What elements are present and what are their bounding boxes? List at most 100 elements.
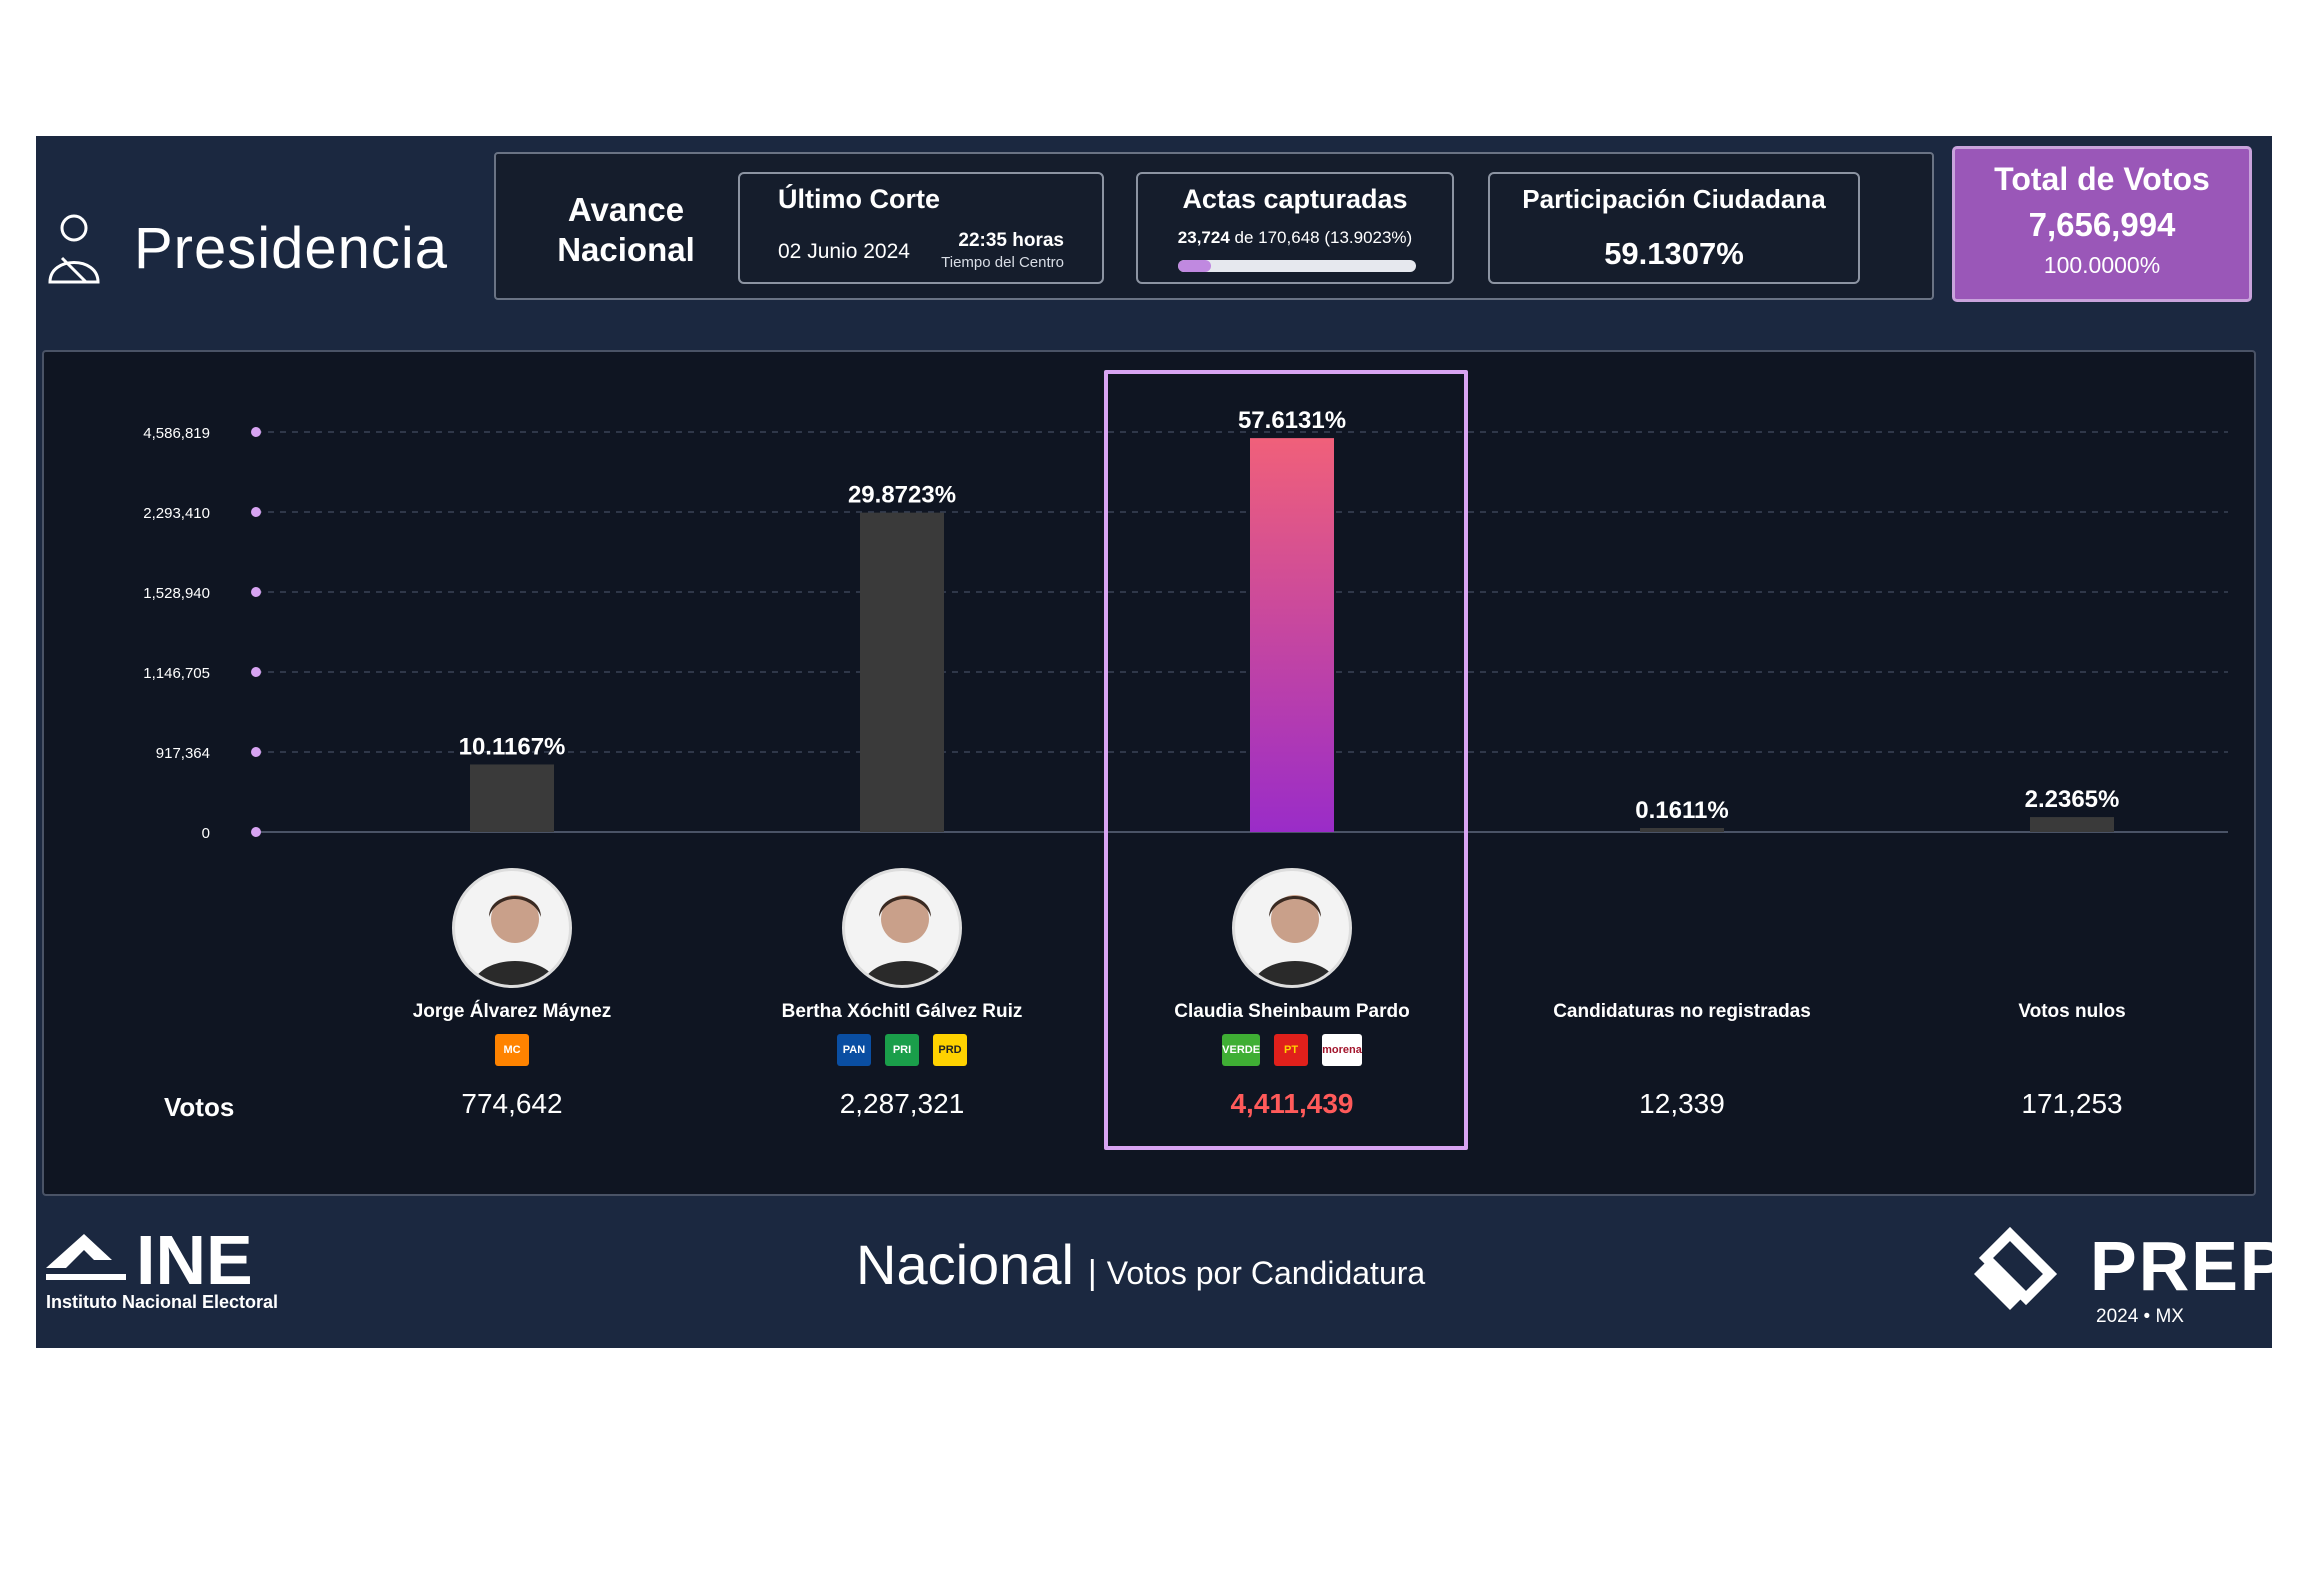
y-tick-label: 1,146,705	[143, 665, 210, 682]
candidate-avatar	[452, 868, 572, 988]
party-logo-icon: PT	[1274, 1034, 1309, 1066]
candidate-column: Claudia Sheinbaum Pardo VERDE PT morena 4,41…	[1122, 352, 1462, 1198]
prep-year: 2024 • MX	[2096, 1306, 2184, 1327]
party-logo-label: MC	[503, 1044, 521, 1056]
stats-bar: Avance Nacional Último Corte 02 Junio 20…	[494, 152, 1934, 300]
party-logo-label: PRI	[892, 1044, 912, 1056]
candidate-name: Jorge Álvarez Máynez	[412, 1001, 612, 1022]
y-tick-label: 2,293,410	[143, 505, 210, 522]
candidate-votes: 774,642	[461, 1088, 563, 1119]
actas-total: de 170,648 (13.9023%)	[1234, 228, 1413, 247]
winner-highlight-frame	[1104, 370, 1468, 1150]
bar-percent-label: 10.1167%	[459, 733, 566, 760]
party-logos: PAN PRI PRD	[732, 1034, 1072, 1066]
total-votos-title: Total de Votos	[1994, 161, 2210, 197]
chart-panel: 0 917,364 1,146,705 1,528,940 2,293,410 4,586…	[42, 350, 2256, 1196]
bar	[2030, 817, 2114, 832]
ultimo-corte-card: Último Corte 02 Junio 2024 22:35 horas T…	[738, 172, 1104, 284]
axis-dot	[251, 427, 261, 437]
party-logo-label: PAN	[842, 1044, 866, 1056]
bar-percent-label: 29.8723%	[848, 482, 956, 509]
candidate-votes: 12,339	[1639, 1088, 1725, 1119]
prep-dashboard: Presidencia Avance Nacional Último Corte…	[36, 136, 2287, 1348]
prep-emblem-icon	[1974, 1226, 2058, 1310]
ultimo-corte-title: Último Corte	[778, 184, 940, 214]
ine-logo: INE Instituto Nacional Electoral	[42, 1221, 332, 1312]
votos-row-label: Votos	[164, 1092, 235, 1122]
y-tick-label: 0	[202, 825, 210, 842]
y-tick-label: 917,364	[156, 745, 210, 762]
person-icon	[862, 895, 948, 985]
party-logo-icon: morena	[1322, 1034, 1362, 1066]
axis-dot	[251, 507, 261, 517]
party-logos: MC	[342, 1034, 682, 1066]
user-icon	[48, 214, 100, 284]
party-logo-icon: PAN	[837, 1034, 871, 1066]
candidate-avatar	[1232, 868, 1352, 988]
party-logo-icon: VERDE	[1222, 1034, 1261, 1066]
avance-nacional-label: Avance Nacional	[546, 190, 706, 270]
bar-percent-label: 2.2365%	[2025, 786, 2120, 813]
party-logo-label: VERDE	[1222, 1044, 1261, 1056]
footer-title: Nacional | Votos por Candidatura	[856, 1232, 1425, 1312]
candidate-votes: 2,287,321	[839, 1088, 965, 1119]
actas-captured: 23,724	[1177, 228, 1230, 247]
corte-date: 02 Junio 2024	[778, 240, 910, 263]
ine-emblem-icon: INE	[46, 1221, 253, 1299]
total-votos-card: Total de Votos 7,656,994 100.0000%	[1952, 146, 2252, 302]
participacion-value: 59.1307%	[1604, 236, 1744, 271]
actas-progress-bar	[1178, 260, 1416, 272]
candidate-name: Candidaturas no registradas	[1553, 1001, 1811, 1022]
bar	[1250, 438, 1334, 832]
bar	[860, 512, 944, 832]
bar-percent-label: 57.6131%	[1238, 407, 1346, 434]
avance-line-1: Avance	[567, 191, 685, 228]
participacion-card: Participación Ciudadana 59.1307%	[1488, 172, 1860, 284]
party-logo-label: PRD	[938, 1044, 962, 1056]
person-icon	[472, 895, 558, 985]
candidate-name: Claudia Sheinbaum Pardo	[1174, 1001, 1410, 1022]
bar	[1640, 828, 1724, 832]
axis-dot	[251, 827, 261, 837]
avance-line-2: Nacional	[557, 231, 695, 268]
candidate-column: Candidaturas no registradas 12,339	[1512, 352, 1852, 1198]
footer-title-separator: |	[1087, 1254, 1097, 1292]
bar-percent-label: 0.1611%	[1635, 797, 1728, 824]
actas-count: 23,724 de 170,648 (13.9023%)	[1138, 228, 1452, 248]
participacion-title: Participación Ciudadana	[1522, 184, 1826, 214]
bar-chart: 0 917,364 1,146,705 1,528,940 2,293,410 4,586…	[143, 407, 2228, 842]
party-logo-label: PT	[1284, 1044, 1299, 1056]
footer-title-main: Nacional	[856, 1233, 1074, 1296]
party-logo-label: morena	[1322, 1044, 1362, 1056]
page-title: Presidencia	[134, 215, 449, 281]
section-header: Presidencia	[44, 188, 448, 308]
candidate-column: Bertha Xóchitl Gálvez Ruiz PAN PRI PRD 2,287…	[732, 352, 1072, 1198]
candidate-avatar	[842, 868, 962, 988]
party-logo-icon: PRI	[885, 1034, 919, 1066]
axis-dot	[251, 667, 261, 677]
party-logos: VERDE PT morena	[1122, 1034, 1462, 1066]
candidate-column: Votos nulos 171,253	[1902, 352, 2242, 1198]
actas-card: Actas capturadas 23,724 de 170,648 (13.9…	[1136, 172, 1454, 284]
actas-title: Actas capturadas	[1182, 184, 1408, 214]
axis-dot	[251, 587, 261, 597]
prep-logo-text: PREP	[2090, 1227, 2289, 1305]
candidate-name: Bertha Xóchitl Gálvez Ruiz	[781, 1001, 1023, 1022]
party-logo-icon: PRD	[933, 1034, 967, 1066]
y-tick-label: 4,586,819	[143, 425, 210, 442]
ine-subtitle: Instituto Nacional Electoral	[46, 1292, 279, 1312]
party-logo-icon: MC	[495, 1034, 529, 1066]
total-votos-value: 7,656,994	[2028, 206, 2176, 243]
footer-title-sub: Votos por Candidatura	[1106, 1255, 1426, 1291]
y-tick-label: 1,528,940	[143, 585, 210, 602]
bar	[470, 764, 554, 832]
corte-timezone: Tiempo del Centro	[941, 254, 1064, 271]
candidate-name: Votos nulos	[2018, 1001, 2126, 1022]
candidate-votes: 4,411,439	[1230, 1088, 1354, 1119]
axis-dot	[251, 747, 261, 757]
corte-time: 22:35 horas	[958, 230, 1064, 251]
person-icon	[1252, 895, 1338, 985]
ine-logo-text: INE	[136, 1224, 253, 1294]
candidate-votes: 171,253	[2021, 1088, 2123, 1119]
prep-logo: PREP 2024 • MX	[1966, 1226, 2287, 1327]
